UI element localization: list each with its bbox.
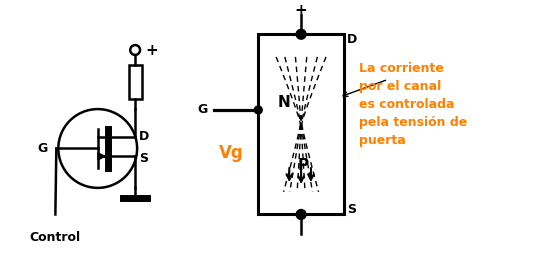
- Text: +: +: [295, 3, 307, 18]
- Text: N: N: [278, 95, 290, 110]
- Text: Vg: Vg: [219, 144, 244, 162]
- Text: S: S: [139, 152, 148, 165]
- Bar: [129, 65, 142, 99]
- Circle shape: [254, 106, 262, 114]
- Text: D: D: [347, 33, 357, 46]
- Text: G: G: [37, 142, 48, 155]
- Bar: [258, 34, 344, 215]
- Text: Control: Control: [30, 231, 81, 244]
- Text: +: +: [145, 42, 158, 57]
- Text: S: S: [347, 203, 356, 216]
- Text: D: D: [139, 130, 149, 143]
- Circle shape: [296, 29, 306, 39]
- Text: La corriente
por el canal
es controlada
pela tensión de
puerta: La corriente por el canal es controlada …: [358, 62, 467, 147]
- Circle shape: [296, 209, 306, 220]
- Text: G: G: [197, 103, 207, 116]
- Text: P: P: [298, 158, 309, 173]
